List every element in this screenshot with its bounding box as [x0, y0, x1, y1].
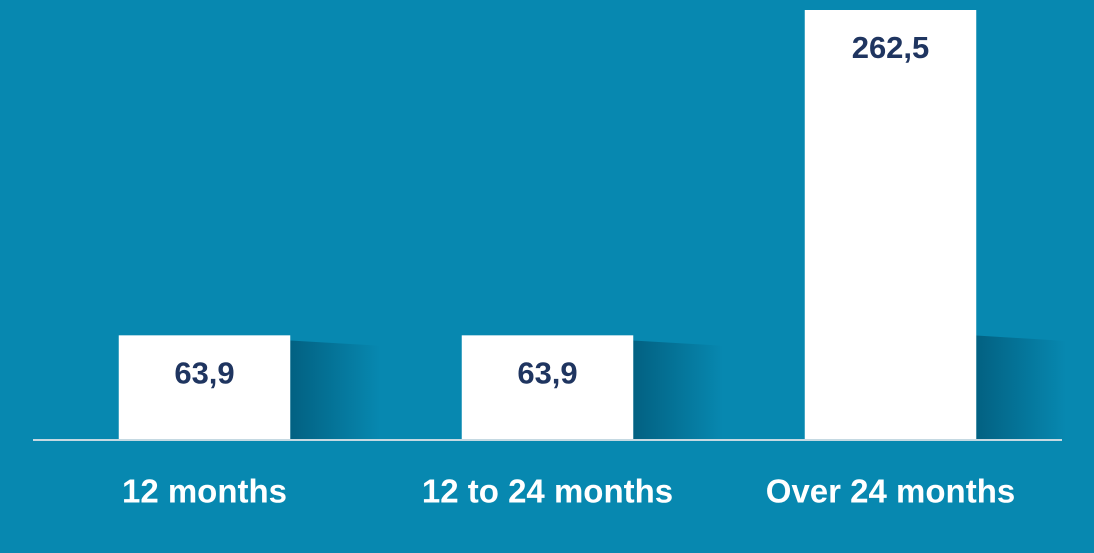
- x-tick-label: 12 to 24 months: [422, 473, 673, 510]
- bar-shadow: [976, 335, 1067, 440]
- value-label: 63,9: [517, 356, 577, 391]
- bar: [804, 10, 977, 440]
- x-tick-label: 12 months: [122, 473, 287, 510]
- plot-area: 63,9 12 months 63,9 12 to 24 months 262,5 Ove…: [118, 10, 1067, 510]
- value-label: 63,9: [174, 356, 234, 391]
- value-label: 262,5: [852, 30, 930, 65]
- x-tick-label: Over 24 months: [766, 473, 1015, 510]
- bar: [461, 335, 634, 440]
- bar: [118, 335, 291, 440]
- bar-shadow: [290, 340, 381, 440]
- bar-shadow: [633, 340, 724, 440]
